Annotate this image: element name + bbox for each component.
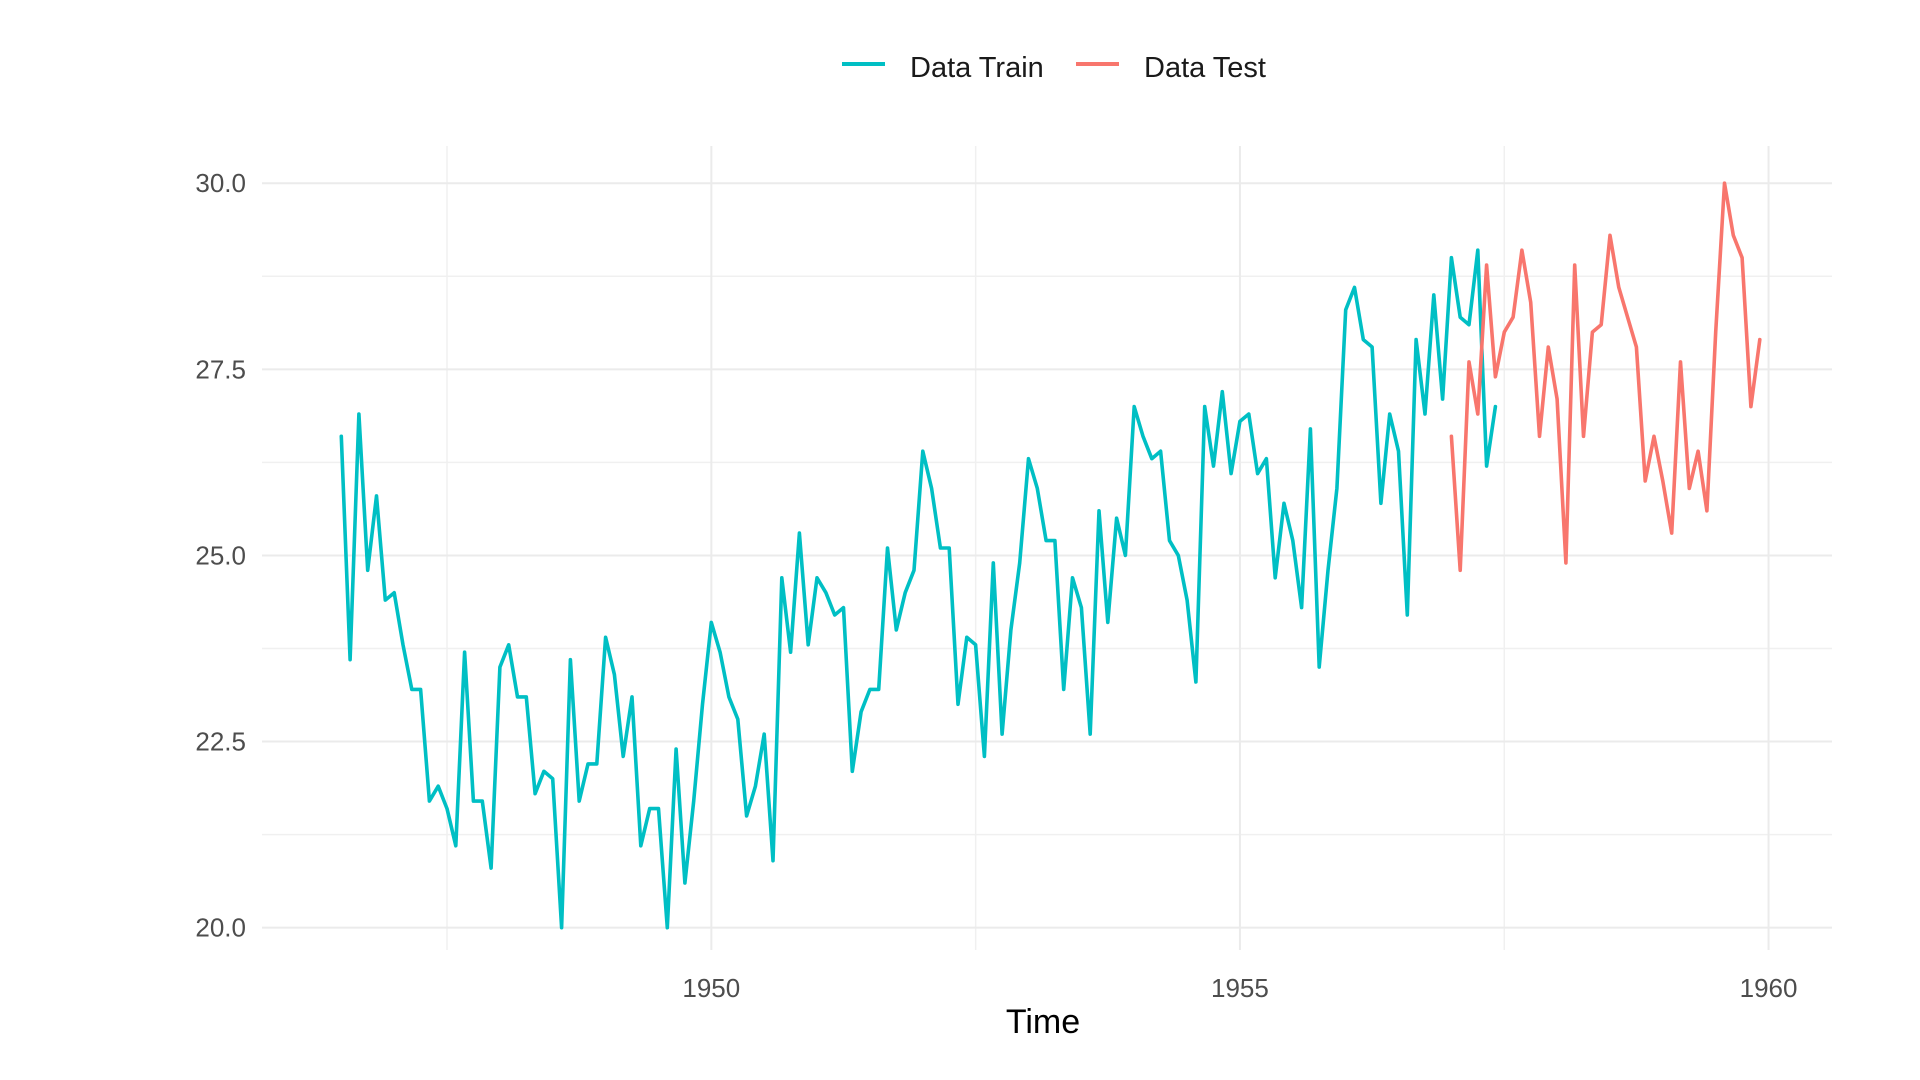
y-tick-label: 22.5 — [195, 727, 246, 757]
legend-label-data-train: Data Train — [910, 52, 1044, 84]
x-tick-label: 1955 — [1211, 973, 1269, 1003]
y-tick-label: 27.5 — [195, 354, 246, 384]
x-axis-title: Time — [1006, 1003, 1080, 1041]
legend: Data Train Data Test — [842, 52, 1266, 84]
minor-gridlines — [262, 146, 1832, 950]
series-line-data-test — [1449, 181, 1762, 573]
series-layer — [339, 181, 1762, 930]
legend-label-data-test: Data Test — [1144, 52, 1266, 84]
x-axis-ticks: 1950 1955 1960 — [682, 973, 1797, 1003]
x-tick-label: 1960 — [1740, 973, 1798, 1003]
y-tick-label: 30.0 — [195, 168, 246, 198]
y-tick-label: 25.0 — [195, 540, 246, 570]
series-line-data-train — [339, 248, 1498, 930]
x-tick-label: 1950 — [682, 973, 740, 1003]
major-gridlines — [262, 146, 1832, 950]
y-tick-label: 20.0 — [195, 913, 246, 943]
y-axis-ticks: 20.0 22.5 25.0 27.5 30.0 — [195, 168, 246, 942]
